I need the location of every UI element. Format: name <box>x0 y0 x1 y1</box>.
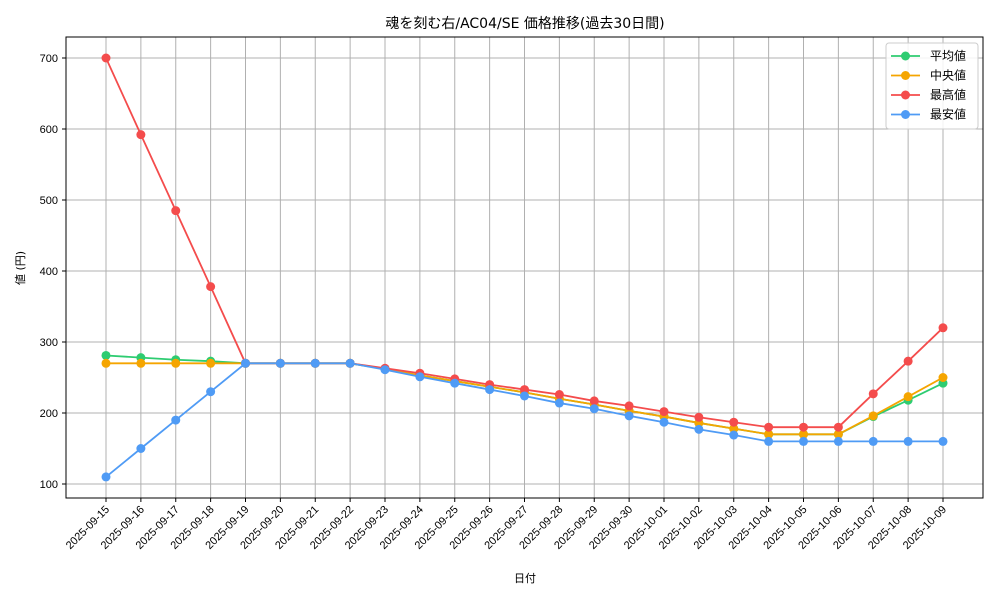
data-point <box>833 436 843 446</box>
data-point <box>136 130 146 140</box>
data-point <box>799 429 808 439</box>
legend-marker <box>901 110 910 119</box>
data-point <box>171 206 181 216</box>
legend-box <box>885 42 979 130</box>
data-point <box>729 417 739 427</box>
legend-label: 中央値 <box>930 68 966 83</box>
data-point <box>589 404 599 414</box>
data-point <box>799 436 808 446</box>
data-series <box>101 53 948 482</box>
data-point <box>799 422 808 432</box>
y-tick-label: 600 <box>40 124 58 136</box>
data-point <box>206 358 216 368</box>
grid-lines <box>66 37 983 498</box>
data-point <box>380 365 390 375</box>
y-tick-label: 400 <box>40 266 58 278</box>
legend-label: 平均値 <box>930 48 966 63</box>
data-point <box>101 350 111 360</box>
y-tick-label: 500 <box>40 195 58 207</box>
data-point <box>694 424 704 434</box>
data-point <box>171 415 181 425</box>
data-point <box>345 358 355 368</box>
data-point <box>764 422 774 432</box>
data-point <box>659 407 669 417</box>
data-point <box>206 387 216 397</box>
data-point <box>903 356 913 366</box>
data-point <box>275 358 285 368</box>
data-point <box>554 390 564 400</box>
series-3 <box>101 358 948 482</box>
data-point <box>520 385 529 395</box>
data-point <box>136 358 146 368</box>
y-tick-label: 300 <box>40 337 58 349</box>
legend-label: 最安値 <box>930 107 966 122</box>
data-point <box>938 436 948 446</box>
data-point <box>903 392 913 402</box>
data-point <box>729 424 739 434</box>
data-point <box>868 411 878 421</box>
data-point <box>206 282 216 292</box>
chart-title: 魂を刻む右/AC04/SE 価格推移(過去30日間) <box>385 16 664 32</box>
data-point <box>694 412 704 422</box>
data-point <box>833 422 843 432</box>
data-point <box>520 391 529 401</box>
data-point <box>450 378 460 388</box>
data-point <box>938 323 948 333</box>
y-tick-label: 100 <box>40 479 58 491</box>
y-axis-label: 値 (円) <box>14 251 27 285</box>
data-point <box>938 373 948 382</box>
x-axis: 2025-09-152025-09-162025-09-172025-09-18… <box>64 498 949 552</box>
data-point <box>171 358 181 368</box>
data-point <box>764 429 774 439</box>
data-point <box>101 53 111 63</box>
y-axis: 100 200 300 400 500 600 700 <box>40 53 66 491</box>
data-point <box>485 385 495 395</box>
data-point <box>868 436 878 446</box>
y-tick-label: 700 <box>40 53 58 65</box>
legend-label: 最高値 <box>930 87 966 102</box>
data-point <box>764 436 774 446</box>
data-point <box>136 444 146 453</box>
data-point <box>903 436 913 446</box>
x-axis-label: 日付 <box>514 572 536 585</box>
y-tick-label: 200 <box>40 408 58 420</box>
legend-marker <box>901 51 910 61</box>
data-point <box>868 389 878 399</box>
data-point <box>310 358 320 368</box>
data-point <box>729 430 739 440</box>
legend-marker <box>901 90 910 100</box>
data-point <box>624 401 634 411</box>
data-point <box>241 358 250 368</box>
data-point <box>415 372 425 382</box>
data-point <box>624 411 634 421</box>
data-point <box>554 398 564 408</box>
data-point <box>589 396 599 406</box>
data-point <box>833 429 843 439</box>
data-point <box>659 417 669 427</box>
legend-marker <box>901 71 910 80</box>
data-point <box>101 358 111 368</box>
data-point <box>101 472 111 482</box>
